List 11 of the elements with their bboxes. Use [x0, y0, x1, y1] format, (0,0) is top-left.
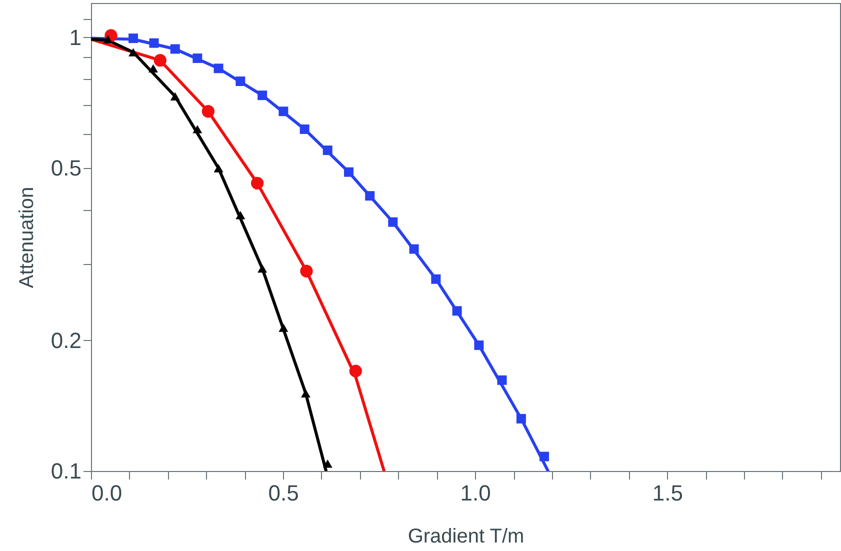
x-tick-label: 0.0 [92, 480, 122, 506]
y-axis-title: Attenuation [16, 186, 38, 288]
y-tick-label: 1 [69, 24, 82, 50]
x-tick-label: 1.5 [652, 480, 683, 506]
x-tick-label: 1.0 [460, 480, 491, 506]
x-axis-title: Gradient T/m [408, 526, 524, 548]
y-tick-label: 0.1 [50, 458, 82, 484]
y-tick-label: 0.5 [50, 155, 82, 180]
line-series [91, 38, 386, 471]
y-tick-label: 0.2 [50, 328, 82, 353]
x-tick-label: 0.5 [268, 480, 299, 506]
